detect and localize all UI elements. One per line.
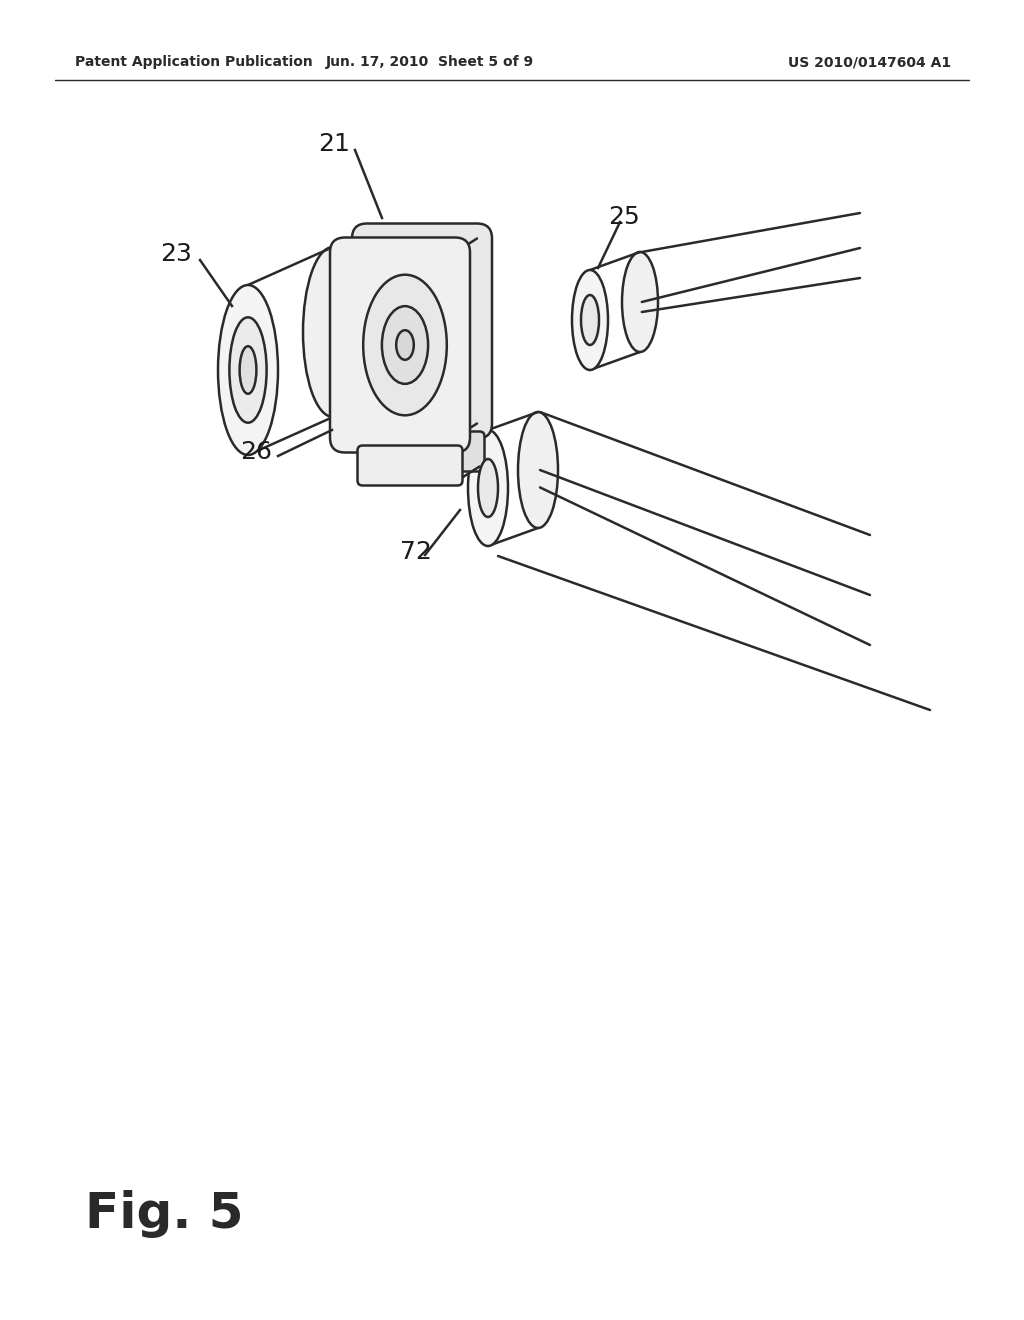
FancyBboxPatch shape (330, 238, 470, 453)
Text: US 2010/0147604 A1: US 2010/0147604 A1 (788, 55, 951, 69)
Ellipse shape (303, 247, 362, 417)
Text: 23: 23 (160, 242, 191, 267)
Text: 72: 72 (400, 540, 432, 564)
FancyBboxPatch shape (352, 223, 492, 438)
Text: 21: 21 (318, 132, 350, 156)
Ellipse shape (396, 330, 414, 360)
Text: Patent Application Publication: Patent Application Publication (75, 55, 312, 69)
Text: 25: 25 (608, 205, 640, 228)
Ellipse shape (364, 275, 446, 416)
Ellipse shape (229, 317, 266, 422)
Ellipse shape (581, 294, 599, 345)
Text: 26: 26 (240, 440, 272, 465)
Ellipse shape (468, 430, 508, 546)
Ellipse shape (240, 346, 256, 393)
Ellipse shape (382, 306, 428, 384)
Ellipse shape (572, 271, 608, 370)
Ellipse shape (218, 285, 278, 455)
FancyBboxPatch shape (357, 446, 463, 486)
Ellipse shape (518, 412, 558, 528)
Text: Fig. 5: Fig. 5 (85, 1191, 244, 1238)
Ellipse shape (622, 252, 658, 352)
FancyBboxPatch shape (380, 432, 484, 471)
Ellipse shape (478, 459, 498, 517)
Text: Jun. 17, 2010  Sheet 5 of 9: Jun. 17, 2010 Sheet 5 of 9 (326, 55, 535, 69)
